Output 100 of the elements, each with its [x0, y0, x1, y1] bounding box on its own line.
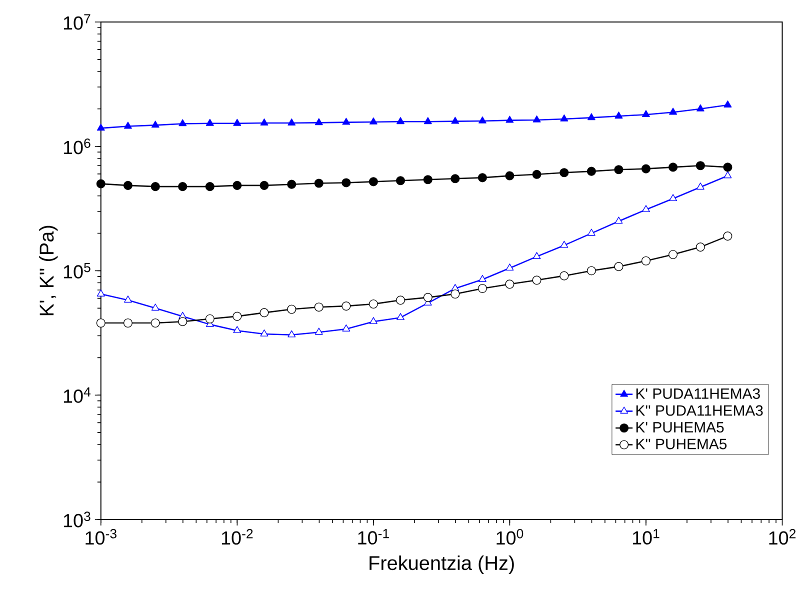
point: [642, 110, 650, 117]
point: [532, 275, 542, 284]
x-tick-label: 10$^{-1}$: [358, 528, 389, 544]
x-tick-label: 10$^{0}$: [496, 528, 524, 544]
point: [368, 299, 378, 308]
point: [260, 118, 268, 126]
point: [505, 279, 514, 288]
y-tick-label: 10$^{7}$: [64, 14, 90, 30]
point: [396, 176, 406, 185]
point: [369, 316, 378, 324]
x-tick-label: 10$^{1}$: [632, 528, 660, 544]
point: [178, 119, 187, 126]
point: [587, 112, 596, 120]
point: [287, 180, 296, 189]
point: [586, 266, 596, 276]
point: [724, 100, 732, 108]
point: [233, 118, 242, 126]
point: [669, 108, 678, 114]
point: [478, 274, 486, 282]
point: [123, 318, 132, 328]
point: [642, 204, 650, 212]
point: [478, 116, 486, 124]
point: [314, 328, 323, 335]
point: [288, 330, 296, 338]
point: [723, 162, 732, 172]
point: [178, 182, 188, 191]
legend-label: K' PUHEMA5: [636, 422, 724, 432]
point: [532, 115, 541, 122]
legend-label: K' PUDA11HEMA3: [636, 388, 760, 399]
point: [124, 295, 132, 302]
point: [96, 179, 106, 188]
point: [233, 326, 242, 333]
point: [668, 162, 678, 172]
point: [560, 114, 568, 122]
point: [342, 301, 351, 310]
point: [696, 160, 705, 170]
point: [614, 262, 624, 271]
y-tick-label: 10$^{6}$: [64, 138, 90, 154]
point: [342, 118, 350, 125]
point: [342, 324, 350, 332]
point: [587, 228, 596, 236]
point: [478, 284, 487, 293]
point: [96, 123, 105, 130]
point: [696, 104, 704, 112]
point: [669, 194, 678, 201]
x-axis-title: Frekuentzia (Hz): [370, 555, 514, 574]
point: [423, 292, 432, 302]
point: [123, 180, 132, 190]
point: [96, 289, 105, 296]
point: [151, 303, 160, 310]
point: [314, 118, 323, 125]
point: [668, 250, 678, 259]
point: [641, 164, 651, 174]
point: [369, 117, 378, 124]
point: [150, 182, 160, 191]
point: [560, 240, 568, 248]
legend-label: K'' PUDA11HEMA3: [636, 405, 763, 416]
point: [696, 182, 704, 190]
point: [724, 171, 732, 178]
point: [150, 318, 160, 328]
point: [505, 171, 514, 180]
point: [288, 118, 296, 126]
point: [314, 302, 324, 312]
y-tick-label: 10$^{4}$: [64, 387, 91, 403]
point: [450, 289, 460, 298]
point: [614, 216, 623, 224]
point: [396, 116, 404, 124]
point: [506, 263, 514, 270]
point: [451, 116, 460, 124]
point: [342, 178, 351, 188]
point: [586, 166, 596, 176]
point: [124, 122, 132, 129]
point: [260, 329, 268, 336]
point: [206, 118, 214, 126]
point: [287, 304, 296, 314]
point: [396, 295, 406, 304]
point: [532, 170, 542, 179]
point: [205, 182, 214, 191]
y-tick-label: 10$^{3}$: [64, 511, 90, 528]
point: [560, 168, 569, 177]
point: [723, 231, 732, 240]
point: [232, 180, 242, 190]
y-tick-label: 10$^{5}$: [64, 262, 90, 278]
point: [178, 316, 188, 326]
point: [614, 111, 623, 118]
point: [96, 318, 106, 328]
x-tick-label: 10$^{2}$: [769, 528, 796, 544]
point: [560, 271, 569, 280]
point: [232, 312, 242, 321]
point: [260, 180, 269, 190]
x-tick-label: 10$^{-2}$: [222, 528, 253, 544]
point: [641, 256, 651, 266]
point: [260, 308, 269, 318]
point: [478, 172, 487, 182]
point: [614, 164, 624, 174]
y-axis-title: K', K'' (Pa): [39, 226, 58, 315]
point: [532, 252, 541, 259]
point: [314, 178, 324, 188]
point: [506, 116, 514, 123]
x-tick-label: 10$^{-3}$: [86, 528, 116, 544]
